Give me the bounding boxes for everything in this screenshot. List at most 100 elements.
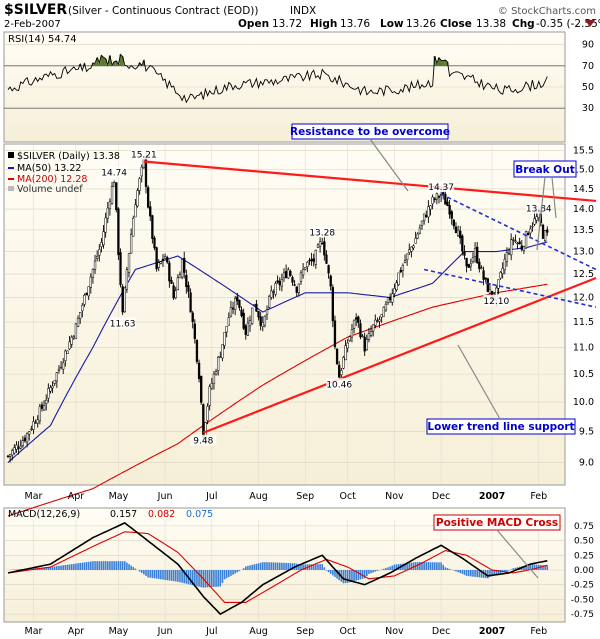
rsi-overbought-fill [437,57,441,66]
price-candle-body [497,279,500,289]
price-candle-body [42,405,46,411]
price-candle-body [25,433,29,443]
y-tick-label: 11.5 [573,317,594,328]
price-candle-body [471,257,475,262]
price-candle-body [524,231,528,249]
macd-histogram-bar [230,570,232,576]
x-tick-label: Nov [385,626,404,637]
macd-histogram-bar [491,570,493,576]
macd-histogram-bar [472,570,474,577]
macd-histogram-bar [480,570,483,578]
macd-histogram-bar [83,562,86,570]
price-candle-body [183,258,186,273]
macd-histogram-bar [542,565,544,570]
rsi-overbought-fill [113,61,116,66]
macd-histogram-bar [431,562,434,570]
macd-histogram-bar [68,564,71,570]
price-candle-body [346,342,349,349]
macd-histogram-bar [60,565,62,570]
macd-histogram-bar [423,562,425,570]
price-label: 13.28 [309,228,335,238]
price-candle-body [189,292,192,313]
legend-swatch-price [8,152,14,158]
price-candle-body [200,375,203,403]
macd-histogram-bar [251,564,253,570]
price-candle-body [282,272,286,279]
macd-histogram-bar [302,564,304,570]
price-label: 9.48 [193,437,213,447]
y-tick-label: 13.5 [573,225,594,236]
macd-histogram-bar [123,561,126,570]
macd-histogram-bar [448,568,451,570]
macd-histogram-bar [312,564,315,570]
price-candle-body [331,287,334,322]
rsi-tick-label: 70 [582,61,594,72]
price-candle-body [429,205,432,210]
price-candle-body [418,227,422,234]
macd-histogram-bar [372,570,374,573]
macd-histogram-bar [374,570,377,572]
macd-histogram-bar [213,570,215,587]
macd-histogram-bar [198,570,200,587]
quote-line: Open 13.72 High 13.76 Low 13.26 Close 13… [238,18,600,30]
macd-histogram-bar [461,570,464,574]
price-candle-body [514,240,517,242]
rsi-overbought-fill [96,57,99,66]
rsi-overbought-fill [102,57,105,66]
annotation-macd-cross: Positive MACD Cross [433,514,561,531]
macd-histogram-bar [478,570,481,578]
price-candle-body [110,186,114,204]
price-candle-body [327,265,330,274]
x-tick-label: Oct [339,491,356,502]
price-candle-body [516,242,519,245]
macd-histogram-bar [387,567,389,570]
y-tick-label: 10.0 [573,397,594,408]
price-candle-body [484,277,487,280]
x-tick-label: Apr [68,626,85,637]
rsi-overbought-fill [142,60,145,66]
price-candle-body [299,272,303,282]
macd-histogram-bar [143,570,145,575]
macd-histogram-bar [189,570,192,585]
macd-histogram-bar [128,564,130,570]
price-candle-body [83,295,86,305]
ma200-line [7,283,548,517]
macd-histogram-bar [382,568,385,570]
macd-histogram-bar [355,570,357,581]
macd-legend: MACD(12,26,9) 0.157 0.082 0.075 [8,509,213,520]
price-candle-body [138,178,141,191]
price-candle-body [267,296,271,308]
price-candle-body [433,198,436,200]
macd-value: 0.157 [110,509,137,520]
macd-histogram-bar [321,564,324,570]
macd-histogram-bar [162,570,164,580]
macd-histogram-bar [126,562,128,570]
macd-histogram-bar [353,570,355,582]
macd-histogram-bar [289,563,292,570]
price-candle-body [437,196,441,198]
macd-histogram-bar [361,570,364,579]
macd-histogram-bar [425,562,428,570]
macd-tick-label: 0.75 [574,522,594,532]
price-candle-body [338,364,341,378]
x-tick-label: 2007 [479,491,505,502]
legend-swatch-volume [8,186,14,191]
macd-histogram-bar [495,570,498,575]
macd-histogram-bar [395,564,398,570]
price-candle-body [68,341,71,350]
price-candle-body [389,296,392,300]
price-candle-body [76,317,80,327]
macd-histogram-bar [440,562,442,570]
price-candle-body [503,258,506,271]
price-candle-body [372,324,375,332]
rsi-overbought-fill [121,56,124,66]
macd-histogram-bar [70,564,73,570]
macd-histogram-bar [132,567,135,570]
y-tick-label: 9.0 [579,458,594,469]
price-candle-body [478,261,481,269]
x-tick-label: Jul [205,626,217,637]
price-candle-body [172,285,175,299]
macd-histogram-bar [43,567,45,570]
macd-histogram-bar [310,564,313,570]
macd-histogram-bar [15,569,18,570]
